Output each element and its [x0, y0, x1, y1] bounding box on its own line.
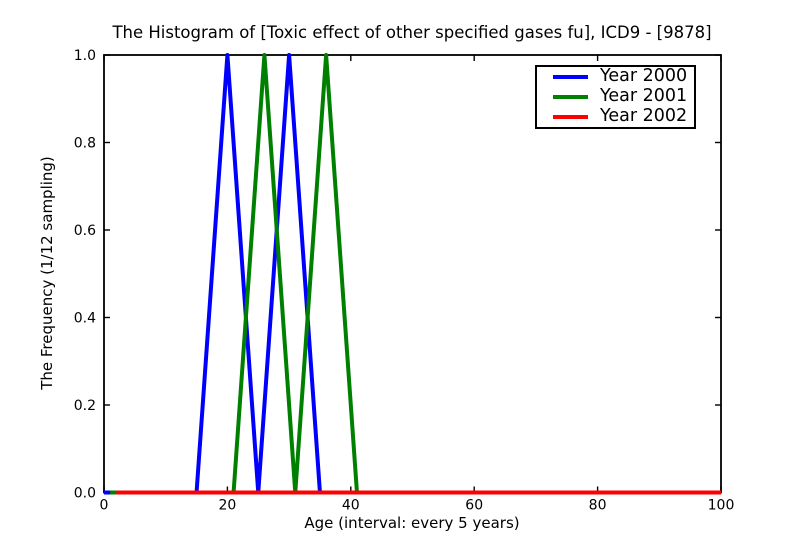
legend-item-label: Year 2002	[600, 106, 688, 127]
y-tick-label: 0.8	[74, 136, 96, 152]
legend: Year 2000 Year 2001 Year 2002	[535, 65, 696, 129]
x-tick-label: 60	[465, 498, 483, 514]
y-tick-label: 0.4	[74, 311, 96, 327]
x-tick-label: 0	[100, 498, 109, 514]
legend-line-sample-year-2002	[553, 114, 588, 120]
x-tick-label: 80	[589, 498, 607, 514]
x-axis-label: Age (interval: every 5 years)	[304, 514, 520, 532]
y-tick-label: 0.2	[74, 398, 96, 414]
legend-item-year-2002: Year 2002	[553, 108, 694, 127]
x-tick-label: 100	[708, 498, 735, 514]
legend-item-label: Year 2000	[600, 66, 688, 87]
y-tick-label: 0.6	[74, 223, 96, 239]
x-tick-label: 40	[342, 498, 360, 514]
y-tick-label: 0.0	[74, 486, 96, 502]
y-tick-label: 1.0	[74, 48, 96, 64]
legend-item-year-2000: Year 2000	[553, 68, 694, 87]
x-tick-label: 20	[218, 498, 236, 514]
chart-title: The Histogram of [Toxic effect of other …	[112, 23, 712, 42]
legend-line-sample-year-2000	[553, 74, 588, 80]
legend-line-sample-year-2001	[553, 94, 588, 100]
legend-item-label: Year 2001	[600, 86, 688, 107]
legend-item-year-2001: Year 2001	[553, 88, 694, 107]
